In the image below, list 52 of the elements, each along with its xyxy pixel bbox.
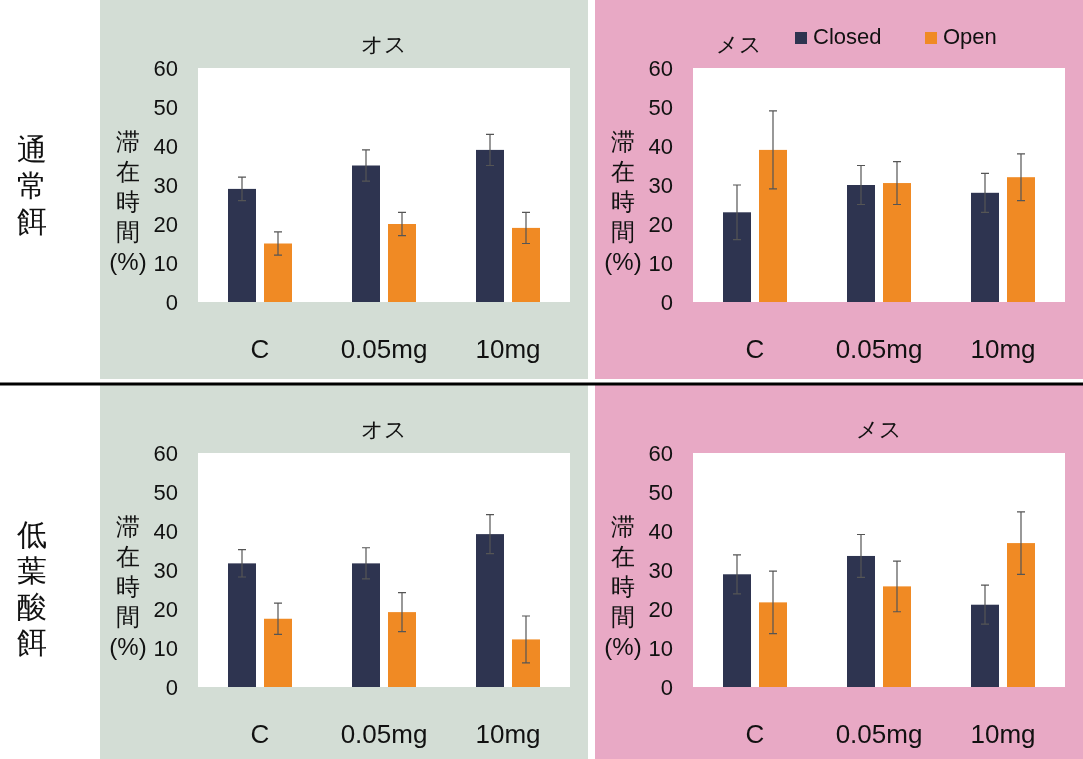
chart-title: メス	[856, 417, 902, 442]
y-tick-label: 50	[648, 95, 673, 120]
y-tick-label: 10	[648, 251, 673, 276]
x-tick-label: 0.05mg	[340, 334, 428, 364]
y-tick-label: 30	[153, 173, 178, 198]
y-tick-label: 0	[660, 675, 673, 700]
y-tick-label: 60	[648, 56, 673, 81]
y-tick-label: 50	[153, 95, 178, 120]
y-tick-label: 60	[648, 441, 673, 466]
y-tick-label: 20	[648, 597, 673, 622]
y-tick-label: 0	[165, 675, 178, 700]
y-tick-label: 10	[153, 636, 178, 661]
legend-label: Open	[943, 24, 997, 49]
x-tick-label: C	[745, 719, 765, 749]
x-tick-label: C	[250, 719, 270, 749]
y-tick-label: 0	[165, 290, 178, 315]
x-tick-label: 0.05mg	[835, 334, 923, 364]
y-tick-label: 30	[648, 558, 673, 583]
x-tick-label: 10mg	[970, 334, 1036, 364]
y-tick-label: 20	[648, 212, 673, 237]
y-axis-title: 滞在時間(%)	[109, 128, 147, 275]
y-tick-label: 40	[648, 134, 673, 159]
y-tick-label: 40	[153, 134, 178, 159]
text: 通常餌	[17, 133, 47, 238]
y-tick-label: 10	[153, 251, 178, 276]
y-tick-label: 10	[648, 636, 673, 661]
x-tick-label: 10mg	[970, 719, 1036, 749]
y-tick-label: 60	[153, 441, 178, 466]
y-tick-label: 0	[660, 290, 673, 315]
y-tick-label: 20	[153, 597, 178, 622]
x-tick-label: 10mg	[475, 719, 541, 749]
y-tick-label: 60	[153, 56, 178, 81]
chart-title: オス	[361, 417, 407, 442]
y-tick-label: 40	[648, 519, 673, 544]
x-tick-label: 0.05mg	[340, 719, 428, 749]
x-tick-label: C	[250, 334, 270, 364]
text: 低葉酸餌	[17, 518, 47, 659]
y-axis-title: 滞在時間(%)	[604, 128, 642, 275]
y-tick-label: 40	[153, 519, 178, 544]
y-tick-label: 30	[648, 173, 673, 198]
x-tick-label: C	[745, 334, 765, 364]
y-tick-label: 50	[153, 480, 178, 505]
y-tick-label: 30	[153, 558, 178, 583]
y-axis-title: 滞在時間(%)	[604, 513, 642, 660]
x-tick-label: 0.05mg	[835, 719, 923, 749]
y-tick-label: 20	[153, 212, 178, 237]
y-axis-title: 滞在時間(%)	[109, 513, 147, 660]
x-tick-label: 10mg	[475, 334, 541, 364]
chart-title: オス	[361, 32, 407, 57]
chart-title: メス	[716, 32, 762, 57]
legend-label: Closed	[813, 24, 882, 49]
y-tick-label: 50	[648, 480, 673, 505]
